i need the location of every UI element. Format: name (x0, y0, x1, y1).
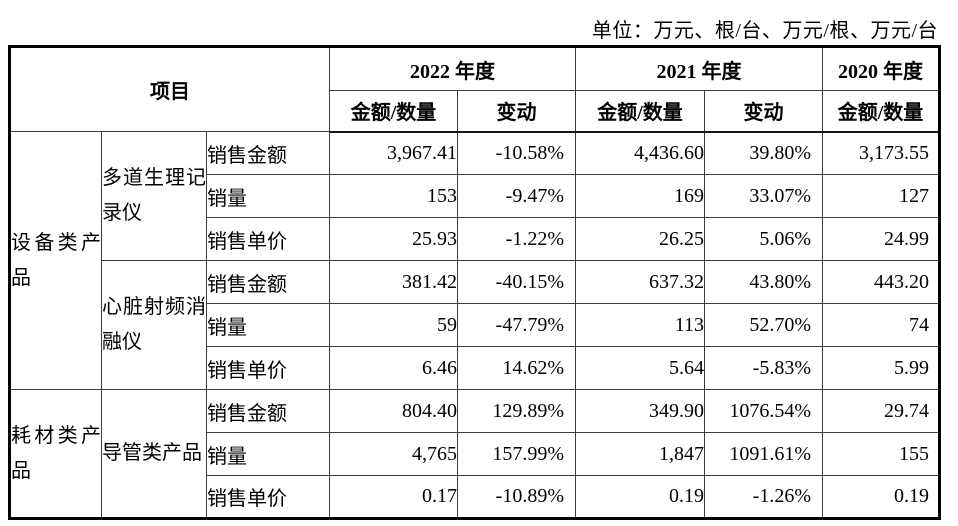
change-2022: 129.89% (457, 389, 576, 433)
change-2021: 39.80% (704, 131, 823, 175)
metric-label: 销量 (206, 432, 330, 476)
category-consumables: 耗材类产品 (9, 389, 102, 519)
change-2022: -1.22% (457, 217, 576, 261)
change-2022: 157.99% (457, 432, 576, 476)
header-amount-2020: 金额/数量 (822, 90, 940, 133)
change-2021: 1091.61% (704, 432, 823, 476)
change-2021: -5.83% (704, 346, 823, 390)
metric-label: 销售单价 (206, 475, 330, 519)
value-2022: 381.42 (329, 260, 458, 304)
change-2022: -9.47% (457, 174, 576, 218)
header-change-2022: 变动 (457, 90, 576, 133)
header-row-years: 项目 2022 年度 2021 年度 2020 年度 (9, 46, 940, 132)
value-2020: 3,173.55 (822, 131, 940, 175)
change-2022: -10.89% (457, 475, 576, 519)
table-header: 项目 2022 年度 2021 年度 2020 年度 金额/数量 变动 金额/数… (9, 46, 940, 133)
metric-label: 销售单价 (206, 217, 330, 261)
change-2021: 1076.54% (704, 389, 823, 433)
sales-table: 项目 2022 年度 2021 年度 2020 年度 金额/数量 变动 金额/数… (8, 45, 941, 520)
change-2022: -47.79% (457, 303, 576, 347)
header-year-2020: 2020 年度 (822, 46, 940, 91)
value-2021: 4,436.60 (575, 131, 705, 175)
product-name: 心脏射频消融仪 (101, 260, 207, 390)
table-row: 销售单价 6.46 14.62% 5.64 -5.83% 5.99 (10, 346, 940, 390)
value-2020: 155 (822, 432, 940, 476)
header-year-2021: 2021 年度 (575, 46, 823, 91)
change-2022: -40.15% (457, 260, 576, 304)
header-amount-2022: 金额/数量 (329, 90, 458, 133)
value-2022: 59 (329, 303, 458, 347)
header-change-2021: 变动 (704, 90, 823, 133)
value-2021: 169 (575, 174, 705, 218)
change-2021: -1.26% (704, 475, 823, 519)
value-2020: 24.99 (822, 217, 940, 261)
value-2020: 0.19 (822, 475, 940, 519)
value-2021: 0.19 (575, 475, 705, 519)
value-2022: 6.46 (329, 346, 458, 390)
product-name: 多道生理记录仪 (101, 131, 207, 261)
metric-label: 销售金额 (206, 260, 330, 304)
value-2021: 637.32 (575, 260, 705, 304)
value-2021: 349.90 (575, 389, 705, 433)
value-2021: 5.64 (575, 346, 705, 390)
value-2022: 4,765 (329, 432, 458, 476)
value-2022: 804.40 (329, 389, 458, 433)
change-2021: 43.80% (704, 260, 823, 304)
value-2021: 26.25 (575, 217, 705, 261)
value-2020: 443.20 (822, 260, 940, 304)
table-body: 设备类产品 多道生理记录仪 销售金额 3,967.41 -10.58% 4,43… (9, 131, 940, 519)
change-2021: 52.70% (704, 303, 823, 347)
value-2020: 74 (822, 303, 940, 347)
sales-table-wrapper: 项目 2022 年度 2021 年度 2020 年度 金额/数量 变动 金额/数… (8, 45, 941, 520)
table-row: 销售单价 0.17 -10.89% 0.19 -1.26% 0.19 (10, 475, 940, 519)
metric-label: 销售单价 (206, 346, 330, 390)
table-row: 销量 153 -9.47% 169 33.07% 127 (10, 174, 940, 218)
value-2022: 0.17 (329, 475, 458, 519)
metric-label: 销量 (206, 174, 330, 218)
header-amount-2021: 金额/数量 (575, 90, 705, 133)
change-2021: 5.06% (704, 217, 823, 261)
header-item: 项目 (9, 46, 330, 132)
change-2022: -10.58% (457, 131, 576, 175)
unit-note: 单位：万元、根/台、万元/根、万元/台 (591, 20, 938, 42)
metric-label: 销售金额 (206, 389, 330, 433)
value-2022: 3,967.41 (329, 131, 458, 175)
change-2022: 14.62% (457, 346, 576, 390)
table-row: 销售单价 25.93 -1.22% 26.25 5.06% 24.99 (10, 217, 940, 261)
header-year-2022: 2022 年度 (329, 46, 576, 91)
table-row: 耗材类产品 导管类产品 销售金额 804.40 129.89% 349.90 1… (9, 389, 940, 519)
value-2020: 29.74 (822, 389, 940, 433)
metric-label: 销量 (206, 303, 330, 347)
value-2021: 113 (575, 303, 705, 347)
table-row: 销量 4,765 157.99% 1,847 1091.61% 155 (10, 432, 940, 476)
category-equipment: 设备类产品 (9, 131, 102, 390)
change-2021: 33.07% (704, 174, 823, 218)
table-row: 心脏射频消融仪 销售金额 381.42 -40.15% 637.32 43.80… (10, 260, 940, 390)
table-row: 设备类产品 多道生理记录仪 销售金额 3,967.41 -10.58% 4,43… (9, 131, 940, 390)
metric-label: 销售金额 (206, 131, 330, 175)
value-2021: 1,847 (575, 432, 705, 476)
value-2022: 153 (329, 174, 458, 218)
value-2020: 127 (822, 174, 940, 218)
table-row: 销量 59 -47.79% 113 52.70% 74 (10, 303, 940, 347)
product-name: 导管类产品 (101, 389, 207, 519)
header-row-measures: 金额/数量 变动 金额/数量 变动 金额/数量 (10, 90, 940, 133)
value-2020: 5.99 (822, 346, 940, 390)
value-2022: 25.93 (329, 217, 458, 261)
